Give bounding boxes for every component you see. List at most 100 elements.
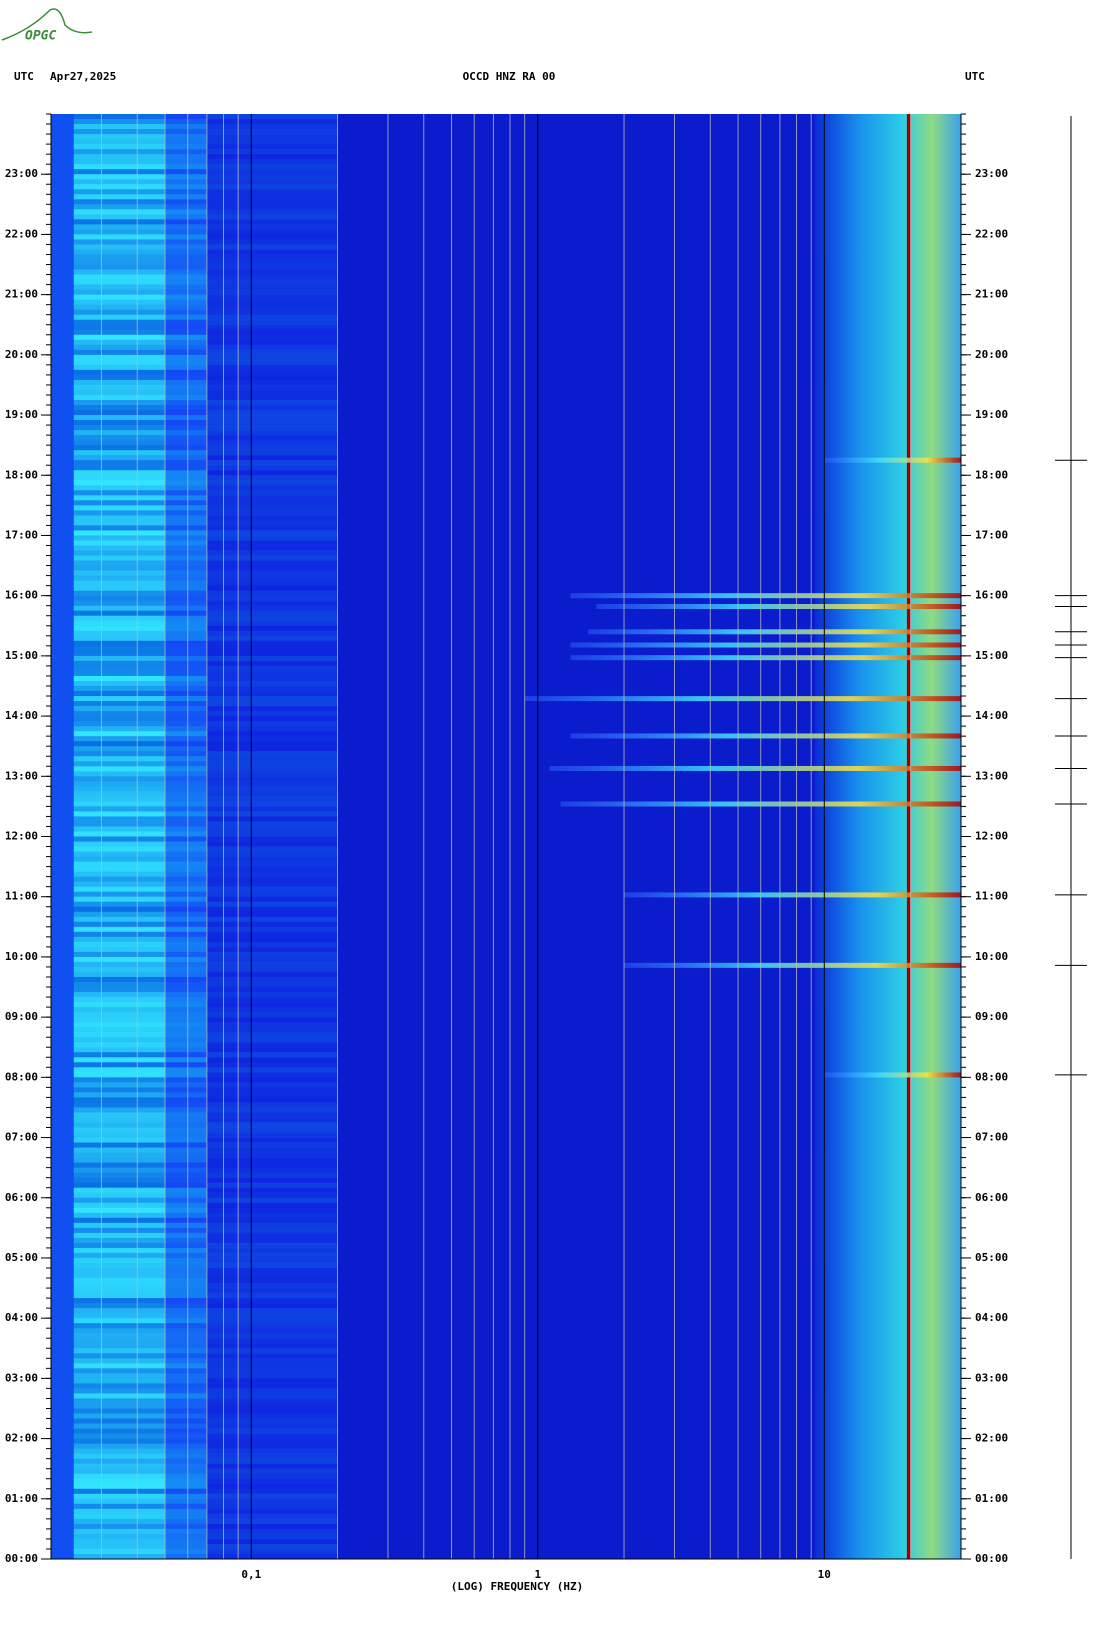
spectrogram-texture [206,1553,338,1560]
spectrogram-texture [206,1428,338,1435]
spectrogram-texture [51,129,74,135]
spectrogram-texture [73,324,166,331]
spectrogram-texture [165,971,207,978]
spectrogram-texture [51,1142,74,1149]
spectrogram-texture [73,1102,166,1108]
spectrogram-texture [165,926,207,933]
spectrogram-texture [206,1247,338,1254]
spectrogram-texture [206,274,338,281]
y-tick-label: 20:00 [5,348,38,361]
spectrogram-texture [165,284,207,291]
spectrogram-texture [165,465,207,471]
spectrogram-texture [206,510,338,516]
spectrogram-texture [51,1187,74,1194]
spectrogram-texture [165,389,207,396]
spectrogram-texture [73,1518,166,1525]
spectrogram-texture [165,1262,207,1269]
spectrogram-texture [165,139,207,145]
spectrogram-texture [206,1082,338,1088]
spectrogram-texture [51,289,74,296]
spectrogram-texture [73,1303,166,1309]
spectrogram-texture [73,425,166,431]
spectrogram-texture [165,1548,207,1555]
spectrogram-texture [73,665,166,672]
spectrogram-texture [206,931,338,938]
spectrogram-texture [206,746,338,752]
spectrogram-texture [165,1468,207,1475]
spectrogram-texture [51,1478,74,1485]
spectrogram-texture [206,149,338,155]
spectrogram-texture [51,1152,74,1159]
spectrogram-texture [73,806,166,812]
spectrogram-texture [206,134,338,140]
spectrogram-texture [73,1172,166,1179]
spectrogram-texture [73,1112,166,1118]
y-tick-label: 19:00 [5,408,38,421]
spectrogram-texture [206,1443,338,1450]
spectrogram-texture [165,1293,207,1299]
spectrogram-texture [73,766,166,772]
spectrogram-texture [165,329,207,336]
spectrogram-texture [165,645,207,652]
spectrogram-texture [73,480,166,486]
spectrogram-texture [165,435,207,441]
spectrogram-texture [165,560,207,567]
spectrogram-texture [51,495,74,501]
spectrogram-texture [165,239,207,245]
spectrogram-texture [73,254,166,261]
spectrogram-texture [206,465,338,471]
spectrogram-texture [206,1117,338,1123]
spectrogram-texture [165,394,207,401]
spectrogram-texture [73,389,166,396]
spectrogram-texture [51,931,74,938]
spectrogram-texture [73,465,166,471]
spectrogram-texture [51,1062,74,1068]
spectrogram-texture [165,620,207,627]
spectrogram-texture [73,460,166,466]
spectrogram-texture [51,680,74,687]
spectrogram-texture [73,1368,166,1374]
spectrogram-texture [165,1162,207,1169]
spectrogram-texture [51,1232,74,1239]
y-tick-label: 14:00 [975,709,1008,722]
spectrogram-texture [51,364,74,371]
spectrogram-texture [165,896,207,903]
spectrogram-texture [51,1538,74,1545]
spectrogram-texture [206,324,338,331]
spectrogram-texture [73,1202,166,1209]
spectrogram-texture [206,916,338,923]
spectrogram-texture [165,339,207,346]
y-tick-label: 00:00 [975,1552,1008,1565]
spectrogram-texture [73,756,166,762]
spectrogram-texture [51,184,74,190]
spectrogram-texture [165,1257,207,1264]
spectrogram-texture [206,831,338,837]
spectrogram-texture [206,204,338,210]
spectrogram-texture [206,1338,338,1344]
spectrogram-texture [165,114,207,120]
spectrogram-texture [73,911,166,918]
spectrogram-texture [51,976,74,983]
spectrogram-texture [206,189,338,195]
spectrogram-texture [165,1067,207,1073]
spectrogram-texture [206,1132,338,1139]
spectrogram-texture [73,931,166,938]
spectrogram-texture [165,279,207,286]
spectrogram-texture [51,329,74,336]
spectrogram-texture [165,891,207,898]
spectrogram-texture [206,660,338,667]
spectrogram-texture [206,625,338,632]
spectrogram-texture [206,1293,338,1299]
spectrogram-texture [165,510,207,516]
spectrogram-texture [165,1308,207,1314]
spectrogram-texture [51,1278,74,1284]
spectrogram-texture [206,1002,338,1008]
spectrogram-texture [206,881,338,888]
spectrogram-texture [51,1002,74,1008]
spectrogram-texture [206,982,338,988]
spectrogram-texture [165,299,207,306]
spectrogram-texture [51,1077,74,1083]
spectrogram-texture [206,1127,338,1134]
spectrogram-texture [165,269,207,276]
spectrogram-texture [206,1423,338,1430]
